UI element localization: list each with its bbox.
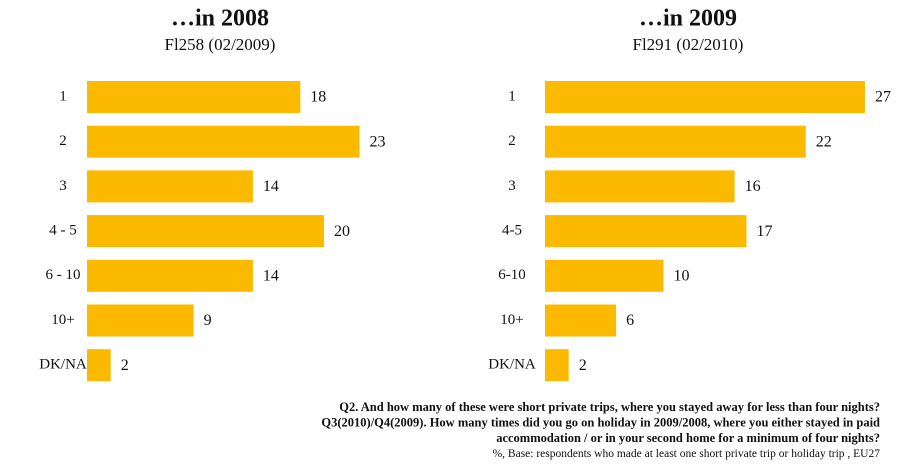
category-label: 6-10: [498, 267, 526, 283]
chart-title: …in 2009: [639, 6, 737, 32]
bar: [87, 349, 111, 382]
category-label: 2: [59, 133, 67, 149]
bar: [545, 349, 569, 382]
chart-title: …in 2008: [171, 6, 269, 32]
value-label: 23: [370, 133, 386, 150]
value-label: 27: [875, 89, 891, 106]
value-label: 14: [263, 178, 279, 195]
bar: [545, 125, 806, 158]
category-label: 10+: [51, 312, 74, 328]
category-label: 3: [508, 178, 516, 194]
footnote: Q3(2010)/Q4(2009). How many times did yo…: [321, 415, 880, 429]
value-label: 14: [263, 267, 279, 284]
value-label: 17: [756, 223, 772, 240]
bar: [87, 81, 301, 113]
value-label: 6: [626, 312, 634, 329]
category-label: 2: [508, 133, 516, 149]
category-label: 1: [59, 88, 67, 104]
bar: [545, 259, 664, 292]
bar: [545, 170, 735, 203]
value-label: 2: [121, 357, 129, 374]
footnote: Q2. And how many of these were short pri…: [339, 400, 880, 414]
bar: [545, 81, 865, 113]
category-label: 1: [508, 88, 516, 104]
category-label: 4 - 5: [49, 223, 77, 239]
chart-subtitle: Fl258 (02/2009): [165, 35, 276, 54]
bar: [87, 304, 194, 337]
category-label: 3: [59, 178, 67, 194]
footnote: accommodation / or in your second home f…: [496, 431, 880, 445]
value-label: 18: [310, 89, 326, 106]
value-label: 2: [579, 357, 587, 374]
bar: [87, 215, 324, 248]
value-label: 9: [204, 312, 212, 329]
category-label: 4-5: [502, 223, 522, 239]
value-label: 16: [745, 178, 761, 195]
category-label: DK/NA: [39, 357, 87, 373]
chart-subtitle: Fl291 (02/2010): [633, 35, 744, 54]
bar: [87, 170, 253, 203]
bar: [87, 125, 360, 158]
value-label: 10: [674, 267, 690, 284]
bar: [545, 215, 747, 248]
footnote: %, Base: respondents who made at least o…: [493, 448, 881, 460]
category-label: 6 - 10: [46, 267, 81, 283]
bar: [87, 259, 253, 292]
category-label: DK/NA: [488, 357, 536, 373]
category-label: 10+: [500, 312, 523, 328]
bar: [545, 304, 617, 337]
value-label: 20: [334, 223, 350, 240]
value-label: 22: [816, 133, 832, 150]
